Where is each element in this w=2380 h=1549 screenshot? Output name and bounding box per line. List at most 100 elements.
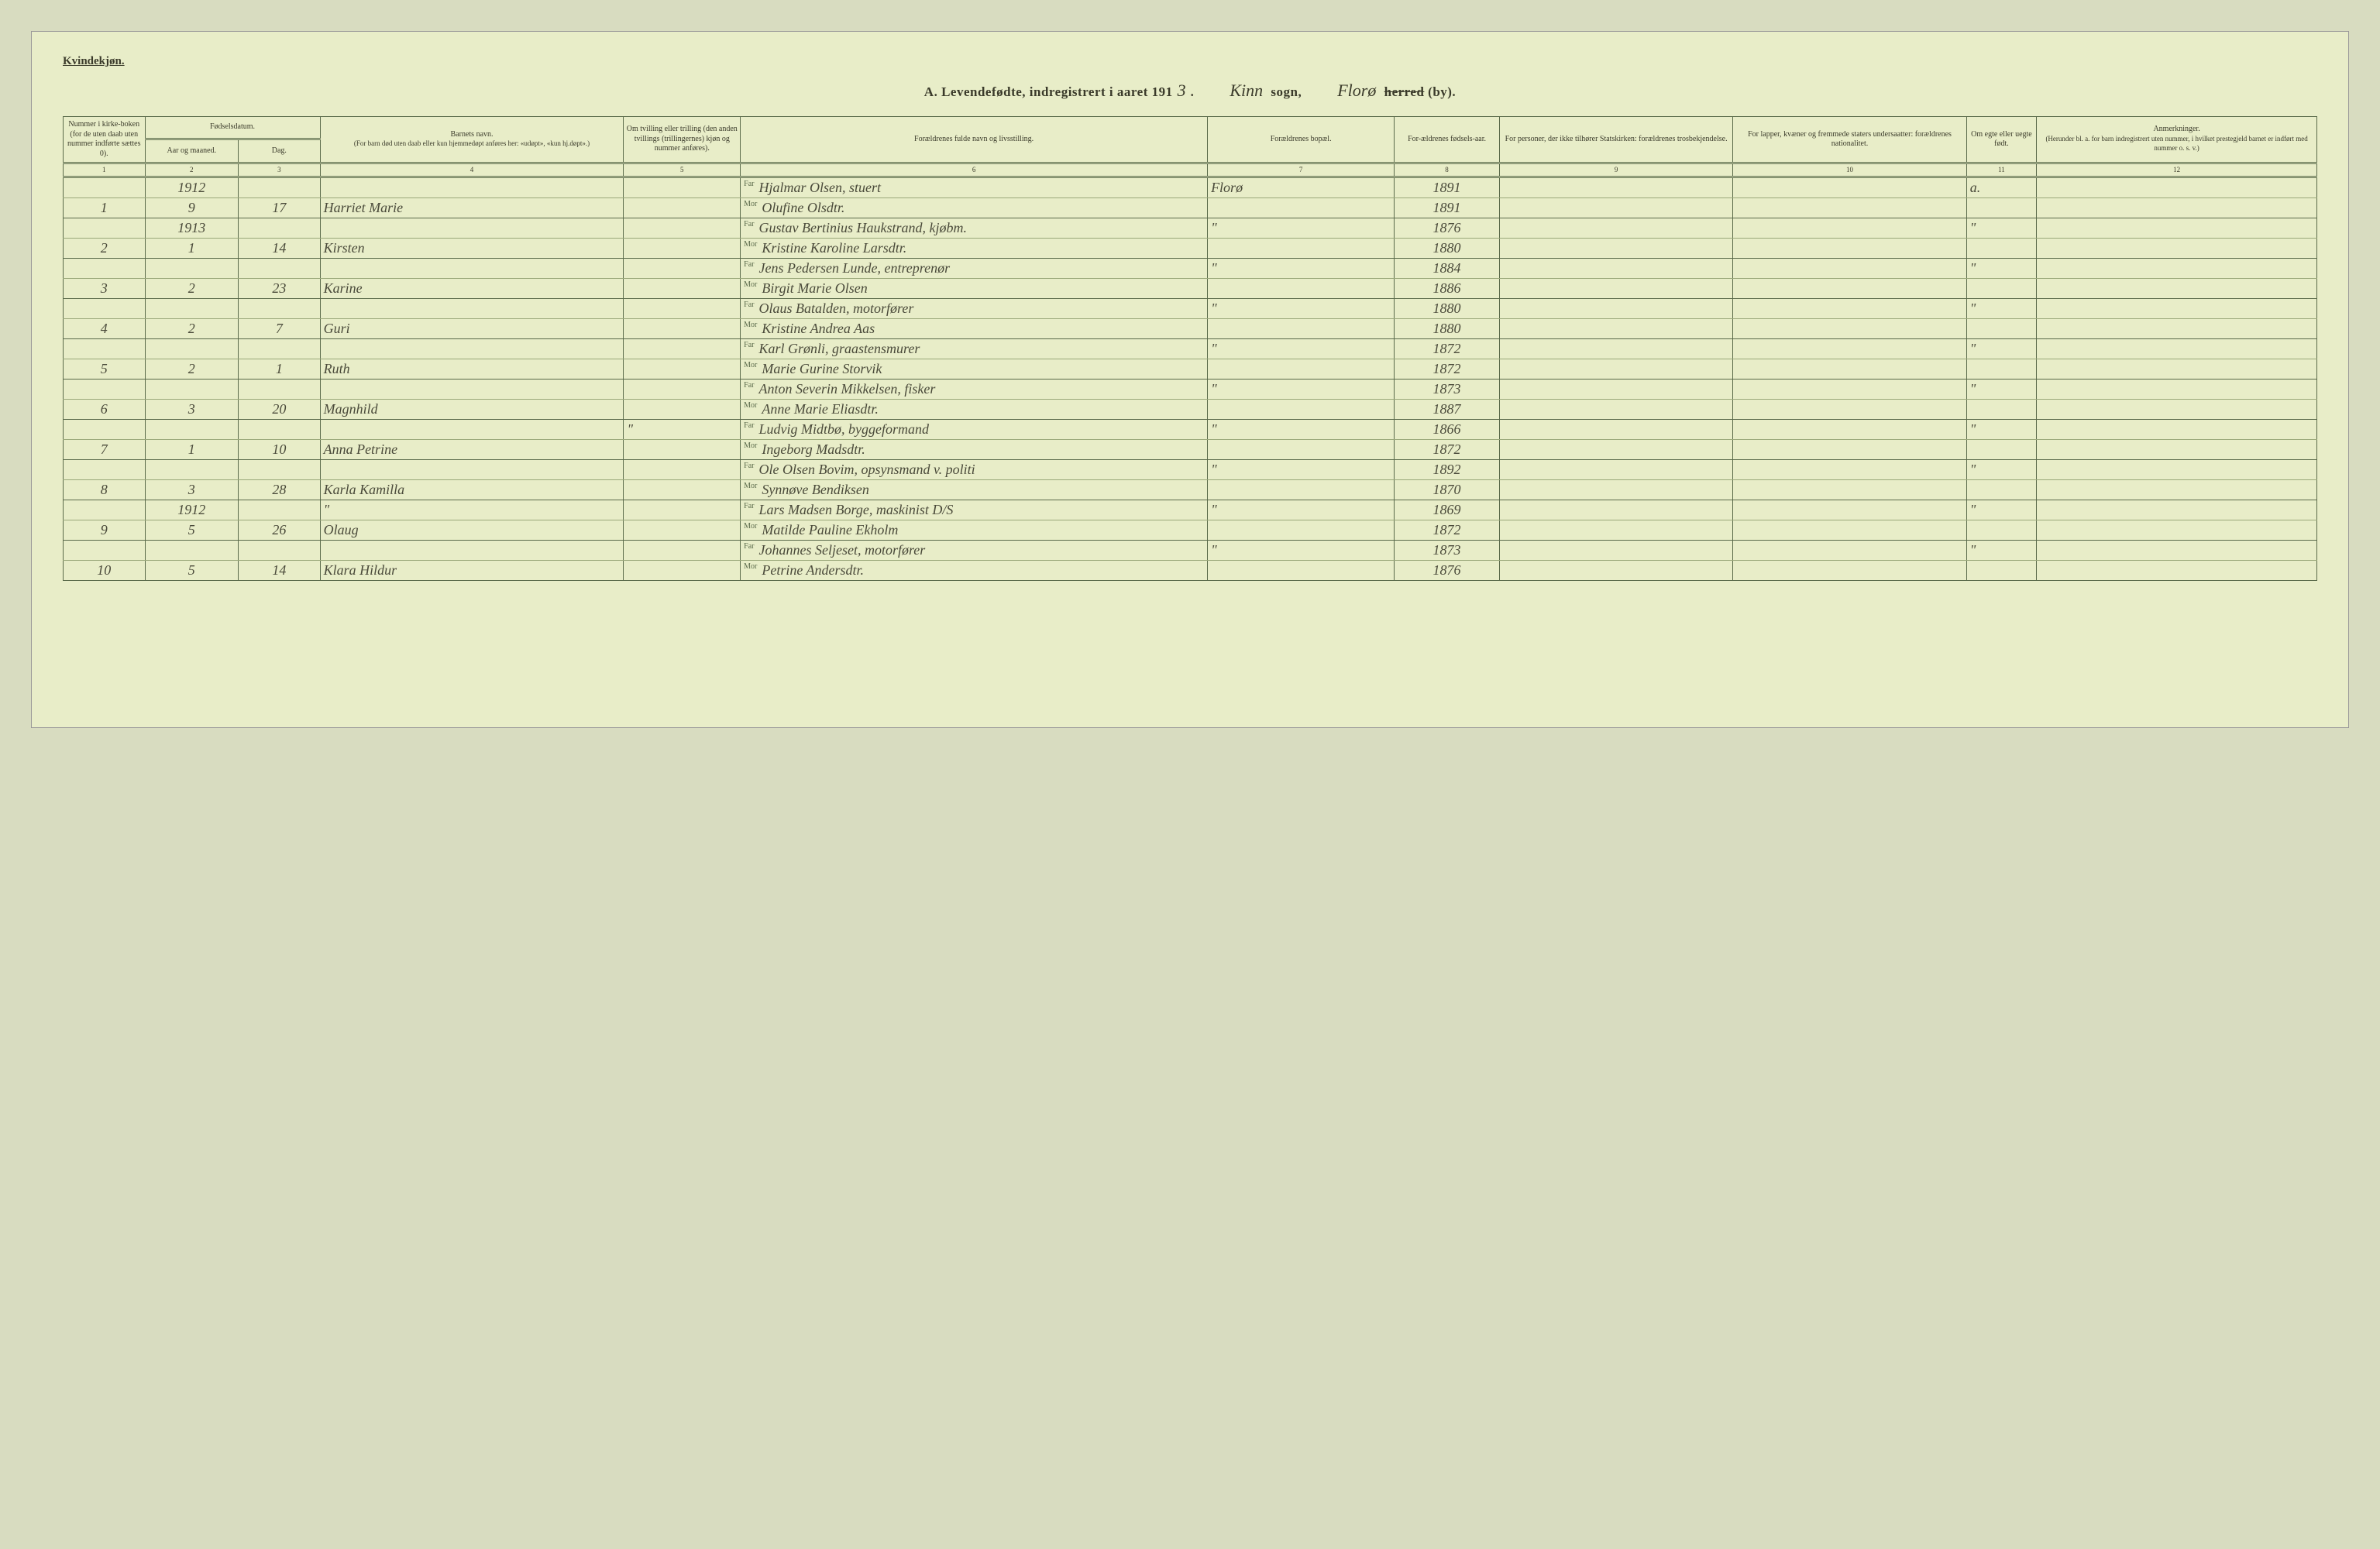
cell: 1870 bbox=[1395, 480, 1500, 500]
cell: a. bbox=[1966, 177, 2036, 198]
cell bbox=[624, 561, 741, 581]
cell: 20 bbox=[239, 400, 321, 420]
cell bbox=[624, 380, 741, 400]
cell bbox=[1499, 380, 1732, 400]
cell: 14 bbox=[239, 561, 321, 581]
cell bbox=[320, 380, 624, 400]
cell bbox=[1499, 440, 1732, 460]
cell bbox=[320, 460, 624, 480]
cell: " bbox=[1208, 218, 1395, 239]
cell bbox=[1208, 359, 1395, 380]
cell: 28 bbox=[239, 480, 321, 500]
table-row: 1912FarHjalmar Olsen, stuertFlorø1891a. bbox=[64, 177, 2317, 198]
cell: 5 bbox=[64, 359, 146, 380]
table-row: 7110Anna PetrineMorIngeborg Madsdtr.1872 bbox=[64, 440, 2317, 460]
hdr-col12: Anmerkninger. (Herunder bl. a. for barn … bbox=[2037, 117, 2317, 163]
cell: FarLars Madsen Borge, maskinist D/S bbox=[741, 500, 1208, 520]
cell bbox=[1966, 239, 2036, 259]
cell bbox=[2037, 339, 2317, 359]
cell: MorIngeborg Madsdtr. bbox=[741, 440, 1208, 460]
cell bbox=[1208, 400, 1395, 420]
herred-struck: herred bbox=[1384, 84, 1425, 99]
cell bbox=[2037, 319, 2317, 339]
cell bbox=[624, 400, 741, 420]
hdr-col5: Om tvilling eller trilling (den anden tv… bbox=[624, 117, 741, 163]
cell bbox=[1499, 239, 1732, 259]
cell bbox=[2037, 279, 2317, 299]
cell bbox=[1208, 520, 1395, 541]
cell: 2 bbox=[145, 319, 239, 339]
cell: FarOle Olsen Bovim, opsynsmand v. politi bbox=[741, 460, 1208, 480]
sogn-label: sogn, bbox=[1271, 84, 1302, 99]
cell: " bbox=[1966, 541, 2036, 561]
cell bbox=[624, 299, 741, 319]
cell: Florø bbox=[1208, 177, 1395, 198]
cell: " bbox=[320, 500, 624, 520]
cell: " bbox=[1208, 460, 1395, 480]
cell: FarGustav Bertinius Haukstrand, kjøbm. bbox=[741, 218, 1208, 239]
cell bbox=[1499, 198, 1732, 218]
cell: FarAnton Severin Mikkelsen, fisker bbox=[741, 380, 1208, 400]
cell bbox=[64, 177, 146, 198]
sogn-handwritten: Kinn bbox=[1225, 81, 1267, 100]
cell bbox=[624, 500, 741, 520]
cell bbox=[2037, 359, 2317, 380]
cell bbox=[1499, 279, 1732, 299]
cell bbox=[624, 440, 741, 460]
hdr-col11: Om egte eller uegte født. bbox=[1966, 117, 2036, 163]
cell bbox=[624, 239, 741, 259]
cell: 9 bbox=[64, 520, 146, 541]
hdr-col2-top: Fødselsdatum. bbox=[145, 117, 320, 139]
cell: 14 bbox=[239, 239, 321, 259]
cell: Kirsten bbox=[320, 239, 624, 259]
cell bbox=[64, 420, 146, 440]
cell bbox=[64, 460, 146, 480]
cell bbox=[1966, 198, 2036, 218]
cell bbox=[1499, 561, 1732, 581]
table-row: 2114KirstenMorKristine Karoline Larsdtr.… bbox=[64, 239, 2317, 259]
cell bbox=[624, 520, 741, 541]
cell: 10 bbox=[239, 440, 321, 460]
ledger-page: Kvindekjøn. A. Levendefødte, indregistre… bbox=[31, 31, 2349, 728]
cell bbox=[1208, 480, 1395, 500]
cell: 1 bbox=[64, 198, 146, 218]
cell: FarJens Pedersen Lunde, entreprenør bbox=[741, 259, 1208, 279]
table-row: 1912"FarLars Madsen Borge, maskinist D/S… bbox=[64, 500, 2317, 520]
cell bbox=[624, 480, 741, 500]
cell bbox=[1733, 177, 1966, 198]
table-row: FarJohannes Seljeset, motorfører"1873" bbox=[64, 541, 2317, 561]
cell: 1869 bbox=[1395, 500, 1500, 520]
cell bbox=[1966, 520, 2036, 541]
cell bbox=[2037, 440, 2317, 460]
cell bbox=[2037, 460, 2317, 480]
cell bbox=[239, 380, 321, 400]
cell bbox=[1208, 440, 1395, 460]
cell: 3 bbox=[145, 480, 239, 500]
table-row: FarOle Olsen Bovim, opsynsmand v. politi… bbox=[64, 460, 2317, 480]
cell: 2 bbox=[64, 239, 146, 259]
cell: 1872 bbox=[1395, 440, 1500, 460]
cell bbox=[1733, 299, 1966, 319]
cell: 17 bbox=[239, 198, 321, 218]
cell bbox=[1966, 440, 2036, 460]
cell bbox=[1208, 239, 1395, 259]
cell bbox=[624, 177, 741, 198]
cell: " bbox=[1208, 541, 1395, 561]
hdr-col9: For personer, der ikke tilhører Statskir… bbox=[1499, 117, 1732, 163]
hdr-col10: For lapper, kvæner og fremmede staters u… bbox=[1733, 117, 1966, 163]
cell bbox=[1499, 500, 1732, 520]
cell: 1 bbox=[239, 359, 321, 380]
cell: 1880 bbox=[1395, 239, 1500, 259]
title-year-digit: 3 bbox=[1173, 81, 1191, 100]
cell bbox=[1499, 218, 1732, 239]
cell: 1 bbox=[145, 239, 239, 259]
cell: 1892 bbox=[1395, 460, 1500, 480]
cell: 6 bbox=[64, 400, 146, 420]
cell: 3 bbox=[64, 279, 146, 299]
cell bbox=[1208, 561, 1395, 581]
cell: 8 bbox=[64, 480, 146, 500]
cell bbox=[320, 259, 624, 279]
cell bbox=[64, 500, 146, 520]
cell: MorMarie Gurine Storvik bbox=[741, 359, 1208, 380]
cell bbox=[1499, 480, 1732, 500]
